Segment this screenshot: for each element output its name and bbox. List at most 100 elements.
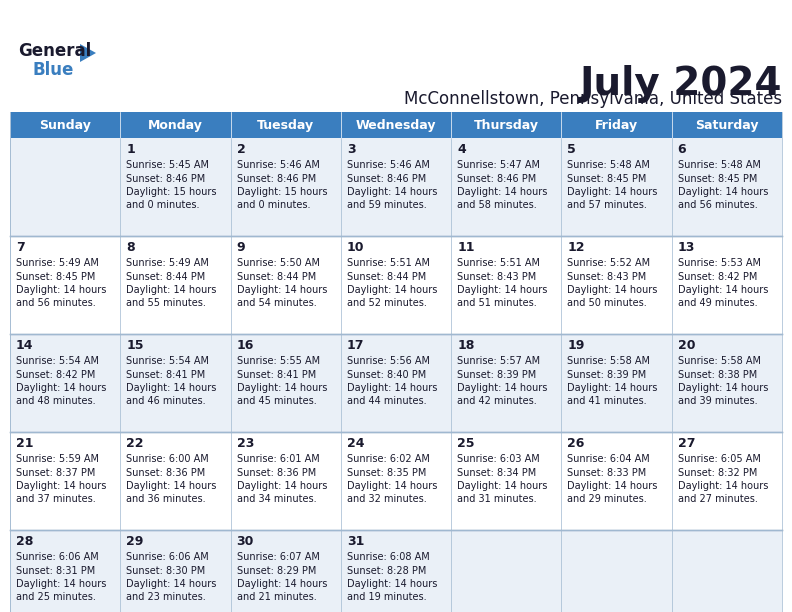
Text: Sunrise: 5:54 AM: Sunrise: 5:54 AM [16, 356, 99, 366]
Text: Sunrise: 5:59 AM: Sunrise: 5:59 AM [16, 454, 99, 464]
Bar [230, 236, 341, 334]
Text: and 56 minutes.: and 56 minutes. [16, 299, 96, 308]
Text: 12: 12 [567, 241, 585, 254]
Text: and 34 minutes.: and 34 minutes. [237, 494, 316, 504]
Text: Sunrise: 6:02 AM: Sunrise: 6:02 AM [347, 454, 430, 464]
Text: Sunrise: 5:49 AM: Sunrise: 5:49 AM [126, 258, 209, 268]
Text: and 36 minutes.: and 36 minutes. [126, 494, 206, 504]
Bar [451, 530, 562, 612]
Bar [341, 530, 451, 612]
Text: Sunset: 8:43 PM: Sunset: 8:43 PM [457, 272, 536, 282]
Text: and 57 minutes.: and 57 minutes. [567, 201, 647, 211]
Text: 22: 22 [126, 437, 144, 450]
Text: Blue: Blue [32, 61, 74, 79]
Text: 4: 4 [457, 143, 466, 156]
Text: and 21 minutes.: and 21 minutes. [237, 592, 316, 602]
Text: Sunset: 8:46 PM: Sunset: 8:46 PM [347, 173, 426, 184]
Text: 24: 24 [347, 437, 364, 450]
Text: Daylight: 14 hours: Daylight: 14 hours [567, 481, 658, 491]
Text: 18: 18 [457, 339, 474, 352]
Text: Daylight: 14 hours: Daylight: 14 hours [126, 383, 217, 393]
Bar [562, 432, 672, 530]
Text: Sunrise: 5:55 AM: Sunrise: 5:55 AM [237, 356, 320, 366]
Text: Sunset: 8:46 PM: Sunset: 8:46 PM [237, 173, 316, 184]
Text: Sunset: 8:32 PM: Sunset: 8:32 PM [678, 468, 757, 477]
Text: Sunset: 8:46 PM: Sunset: 8:46 PM [126, 173, 206, 184]
Text: Sunrise: 5:48 AM: Sunrise: 5:48 AM [567, 160, 650, 170]
Text: Sunrise: 6:08 AM: Sunrise: 6:08 AM [347, 552, 429, 562]
Bar [120, 138, 230, 236]
Text: Wednesday: Wednesday [356, 119, 436, 132]
Text: Sunrise: 5:51 AM: Sunrise: 5:51 AM [347, 258, 430, 268]
Text: Sunrise: 5:56 AM: Sunrise: 5:56 AM [347, 356, 430, 366]
Bar [562, 530, 672, 612]
Text: Daylight: 14 hours: Daylight: 14 hours [347, 383, 437, 393]
Text: Sunrise: 6:06 AM: Sunrise: 6:06 AM [126, 552, 209, 562]
Bar [230, 334, 341, 432]
Text: Daylight: 14 hours: Daylight: 14 hours [457, 481, 547, 491]
Text: Daylight: 14 hours: Daylight: 14 hours [457, 187, 547, 197]
Text: Sunrise: 6:01 AM: Sunrise: 6:01 AM [237, 454, 319, 464]
Text: Sunrise: 5:45 AM: Sunrise: 5:45 AM [126, 160, 209, 170]
Text: 3: 3 [347, 143, 356, 156]
Text: 16: 16 [237, 339, 254, 352]
Text: Daylight: 14 hours: Daylight: 14 hours [126, 285, 217, 295]
Text: 21: 21 [16, 437, 33, 450]
Bar [120, 334, 230, 432]
Bar [120, 112, 230, 138]
Text: Daylight: 14 hours: Daylight: 14 hours [678, 285, 768, 295]
Text: Daylight: 14 hours: Daylight: 14 hours [126, 579, 217, 589]
Text: Sunrise: 5:46 AM: Sunrise: 5:46 AM [347, 160, 430, 170]
Text: and 23 minutes.: and 23 minutes. [126, 592, 206, 602]
Bar [10, 236, 120, 334]
Text: Sunset: 8:33 PM: Sunset: 8:33 PM [567, 468, 647, 477]
Text: and 25 minutes.: and 25 minutes. [16, 592, 96, 602]
Bar [10, 138, 120, 236]
Text: Daylight: 14 hours: Daylight: 14 hours [16, 383, 106, 393]
Bar [562, 138, 672, 236]
Text: Sunday: Sunday [40, 119, 91, 132]
Bar [562, 334, 672, 432]
Polygon shape [80, 44, 96, 62]
Text: Daylight: 14 hours: Daylight: 14 hours [567, 383, 658, 393]
Text: Sunrise: 5:49 AM: Sunrise: 5:49 AM [16, 258, 99, 268]
Text: and 54 minutes.: and 54 minutes. [237, 299, 316, 308]
Text: and 31 minutes.: and 31 minutes. [457, 494, 537, 504]
Text: and 0 minutes.: and 0 minutes. [126, 201, 200, 211]
Text: Sunset: 8:45 PM: Sunset: 8:45 PM [567, 173, 647, 184]
Bar [341, 236, 451, 334]
Text: 19: 19 [567, 339, 584, 352]
Text: 15: 15 [126, 339, 144, 352]
Text: and 49 minutes.: and 49 minutes. [678, 299, 757, 308]
Text: and 19 minutes.: and 19 minutes. [347, 592, 426, 602]
Text: 7: 7 [16, 241, 25, 254]
Text: 6: 6 [678, 143, 687, 156]
Text: and 42 minutes.: and 42 minutes. [457, 397, 537, 406]
Text: 17: 17 [347, 339, 364, 352]
Text: Sunset: 8:37 PM: Sunset: 8:37 PM [16, 468, 95, 477]
Text: Sunset: 8:39 PM: Sunset: 8:39 PM [567, 370, 647, 379]
Text: and 58 minutes.: and 58 minutes. [457, 201, 537, 211]
Text: and 59 minutes.: and 59 minutes. [347, 201, 427, 211]
Bar [672, 530, 782, 612]
Text: Sunrise: 5:48 AM: Sunrise: 5:48 AM [678, 160, 760, 170]
Text: Daylight: 14 hours: Daylight: 14 hours [678, 481, 768, 491]
Text: Sunset: 8:42 PM: Sunset: 8:42 PM [16, 370, 95, 379]
Text: Sunset: 8:45 PM: Sunset: 8:45 PM [16, 272, 95, 282]
Bar [672, 432, 782, 530]
Text: McConnellstown, Pennsylvania, United States: McConnellstown, Pennsylvania, United Sta… [404, 90, 782, 108]
Text: Daylight: 14 hours: Daylight: 14 hours [457, 383, 547, 393]
Bar [10, 530, 120, 612]
Text: Sunset: 8:41 PM: Sunset: 8:41 PM [237, 370, 316, 379]
Text: 26: 26 [567, 437, 584, 450]
Text: 29: 29 [126, 535, 143, 548]
Text: Sunset: 8:36 PM: Sunset: 8:36 PM [237, 468, 316, 477]
Text: Thursday: Thursday [474, 119, 539, 132]
Bar [10, 112, 120, 138]
Text: Daylight: 14 hours: Daylight: 14 hours [567, 187, 658, 197]
Text: Daylight: 14 hours: Daylight: 14 hours [678, 383, 768, 393]
Text: Daylight: 14 hours: Daylight: 14 hours [16, 481, 106, 491]
Text: Sunset: 8:44 PM: Sunset: 8:44 PM [126, 272, 206, 282]
Text: General: General [18, 42, 91, 60]
Bar [562, 236, 672, 334]
